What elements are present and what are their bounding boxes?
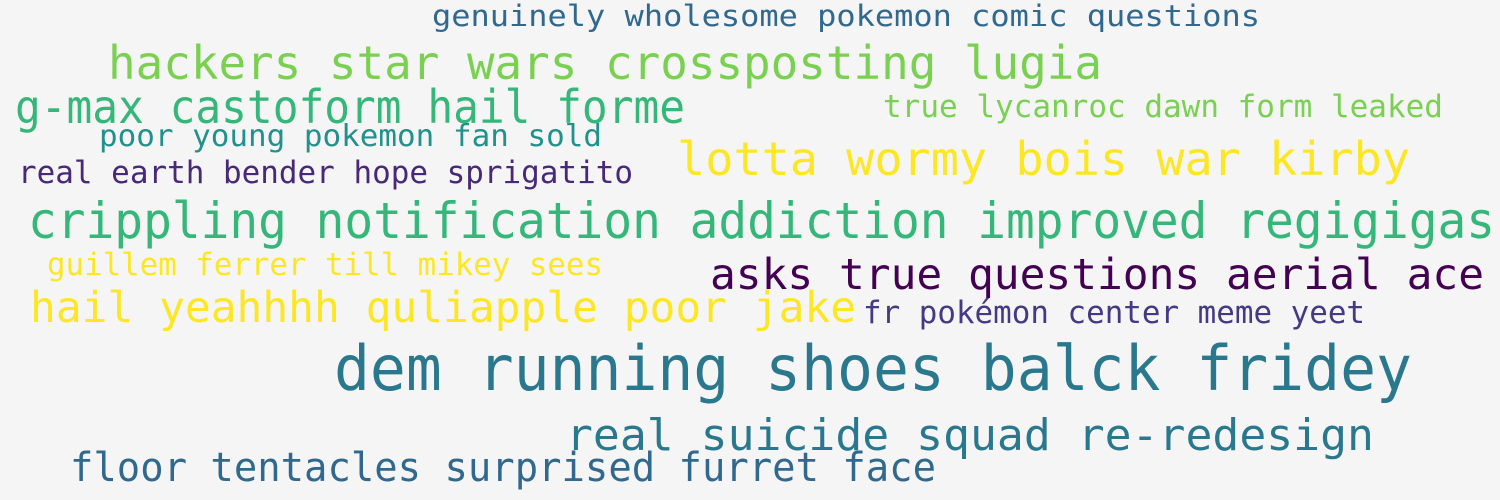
phrase-guillem-ferrer: guillem ferrer till mikey sees (47, 247, 604, 283)
phrase-floor-tentacles: floor tentacles surprised furret face (70, 445, 937, 491)
phrase-poor-young-pokemon: poor young pokemon fan sold (99, 119, 602, 154)
phrase-asks-true-questions: asks true questions aerial ace (710, 250, 1485, 300)
phrase-hail-yeahhhh: hail yeahhhh quliapple poor jake (30, 283, 857, 333)
phrase-lotta-wormy-bois: lotta wormy bois war kirby (677, 132, 1411, 186)
phrase-true-lycanroc: true lycanroc dawn form leaked (883, 89, 1443, 125)
phrase-g-max-castoform: g-max castoform hail forme (15, 80, 686, 134)
phrase-fr-pokemon-center: fr pokémon center meme yeet (863, 295, 1366, 331)
phrase-dem-running-shoes: dem running shoes balck fridey (334, 332, 1412, 405)
phrase-genuinely-wholesome: genuinely wholesome pokemon comic questi… (432, 0, 1261, 33)
phrase-real-suicide-squad: real suicide squad re-redesign (566, 410, 1374, 461)
phrase-real-earth-bender: real earth bender hope sprigatito (18, 155, 633, 191)
phrase-hackers-star-wars: hackers star wars crossposting lugia (108, 36, 1103, 90)
phrase-crippling-notification: crippling notification addiction improve… (28, 192, 1496, 250)
